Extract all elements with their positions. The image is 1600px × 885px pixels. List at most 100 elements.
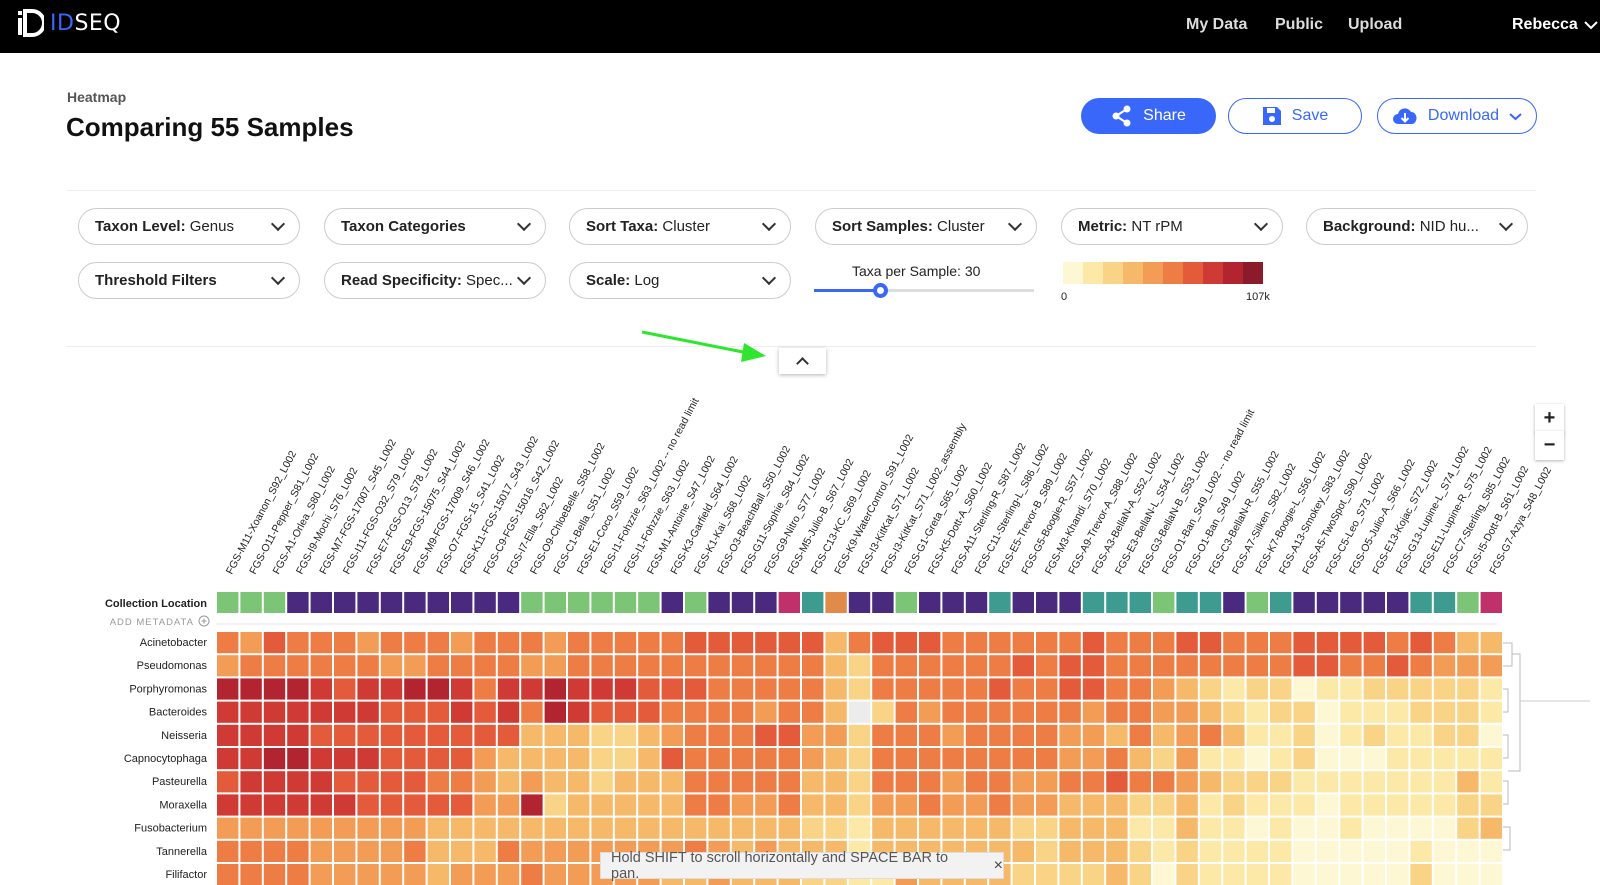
heatmap-cell[interactable]: [497, 864, 520, 885]
heatmap-cell[interactable]: [1012, 817, 1034, 839]
heatmap-cell[interactable]: [989, 678, 1011, 700]
heatmap-cell[interactable]: [614, 771, 637, 793]
heatmap-cell[interactable]: [872, 748, 894, 770]
heatmap-cell[interactable]: [1106, 724, 1128, 746]
download-button[interactable]: Download: [1377, 98, 1537, 134]
heatmap-cell[interactable]: [661, 701, 683, 723]
heatmap-cell[interactable]: [1433, 794, 1456, 816]
add-metadata-link[interactable]: ADD METADATA: [110, 617, 194, 628]
heatmap-cell[interactable]: [802, 724, 824, 746]
heatmap-cell[interactable]: [568, 724, 590, 746]
heatmap-cell[interactable]: [1270, 817, 1292, 839]
heatmap-cell[interactable]: [263, 655, 286, 677]
heatmap-cell[interactable]: [263, 817, 286, 839]
heatmap-cell[interactable]: [965, 724, 988, 746]
heatmap-cell[interactable]: [451, 817, 473, 839]
heatmap-cell[interactable]: [638, 655, 660, 677]
taxon-label[interactable]: Bacteroides: [149, 707, 208, 719]
heatmap-cell[interactable]: [1340, 864, 1362, 885]
heatmap-cell[interactable]: [942, 794, 964, 816]
heatmap-cell[interactable]: [287, 771, 309, 793]
heatmap-cell[interactable]: [568, 794, 590, 816]
heatmap-cell[interactable]: [1316, 748, 1339, 770]
heatmap-cell[interactable]: [1129, 701, 1151, 723]
save-button[interactable]: Save: [1228, 98, 1362, 134]
heatmap-cell[interactable]: [965, 678, 988, 700]
heatmap-cell[interactable]: [497, 794, 520, 816]
heatmap-cell[interactable]: [802, 701, 824, 723]
heatmap-cell[interactable]: [872, 771, 894, 793]
heatmap-cell[interactable]: [661, 748, 683, 770]
heatmap-cell[interactable]: [755, 632, 777, 654]
heatmap-cell[interactable]: [404, 701, 426, 723]
heatmap-cell[interactable]: [942, 701, 964, 723]
heatmap-cell[interactable]: [1387, 817, 1409, 839]
heatmap-cell[interactable]: [451, 794, 473, 816]
heatmap-cell[interactable]: [521, 655, 543, 677]
heatmap-cell[interactable]: [404, 678, 426, 700]
heatmap-cell[interactable]: [357, 794, 379, 816]
heatmap-cell[interactable]: [1176, 840, 1198, 862]
heatmap-cell[interactable]: [919, 724, 941, 746]
metadata-cell[interactable]: [1199, 592, 1222, 613]
heatmap-cell[interactable]: [1106, 817, 1128, 839]
heatmap-cell[interactable]: [240, 701, 262, 723]
sort-taxa-dropdown[interactable]: Sort Taxa: Cluster: [569, 208, 791, 245]
nav-public[interactable]: Public: [1275, 16, 1324, 33]
heatmap-cell[interactable]: [965, 632, 988, 654]
heatmap-cell[interactable]: [872, 701, 894, 723]
heatmap-cell[interactable]: [1480, 794, 1502, 816]
heatmap-cell[interactable]: [1293, 771, 1315, 793]
heatmap-cell[interactable]: [591, 632, 613, 654]
heatmap-cell[interactable]: [1340, 771, 1362, 793]
heatmap-cell[interactable]: [614, 794, 637, 816]
heatmap-cell[interactable]: [778, 748, 800, 770]
heatmap-cell[interactable]: [1480, 864, 1502, 885]
heatmap-cell[interactable]: [872, 655, 894, 677]
taxon-label[interactable]: Filifactor: [165, 869, 207, 881]
heatmap-cell[interactable]: [1199, 724, 1222, 746]
heatmap-cell[interactable]: [287, 655, 309, 677]
metadata-cell[interactable]: [263, 592, 286, 613]
heatmap-cell[interactable]: [1012, 864, 1034, 885]
heatmap-cell[interactable]: [989, 655, 1011, 677]
heatmap-cell[interactable]: [1106, 632, 1128, 654]
heatmap-cell[interactable]: [1223, 864, 1245, 885]
metadata-cell[interactable]: [755, 592, 777, 613]
heatmap-cell[interactable]: [1340, 794, 1362, 816]
heatmap-cell[interactable]: [310, 817, 332, 839]
heatmap-cell[interactable]: [427, 817, 449, 839]
heatmap-cell[interactable]: [1129, 794, 1151, 816]
heatmap-cell[interactable]: [1106, 864, 1128, 885]
heatmap-cell[interactable]: [497, 678, 520, 700]
heatmap-cell[interactable]: [404, 655, 426, 677]
heatmap-cell[interactable]: [1012, 701, 1034, 723]
heatmap-cell[interactable]: [895, 678, 917, 700]
metadata-cell[interactable]: [872, 592, 894, 613]
heatmap-cell[interactable]: [614, 678, 637, 700]
heatmap-cell[interactable]: [521, 748, 543, 770]
heatmap-cell[interactable]: [568, 748, 590, 770]
heatmap-cell[interactable]: [1153, 817, 1175, 839]
heatmap-cell[interactable]: [474, 794, 496, 816]
heatmap-cell[interactable]: [568, 701, 590, 723]
heatmap-cell[interactable]: [380, 678, 403, 700]
heatmap-cell[interactable]: [661, 724, 683, 746]
heatmap-cell[interactable]: [919, 678, 941, 700]
heatmap-cell[interactable]: [568, 817, 590, 839]
metadata-cell[interactable]: [240, 592, 262, 613]
heatmap-cell[interactable]: [1199, 817, 1222, 839]
heatmap-cell[interactable]: [240, 771, 262, 793]
heatmap-cell[interactable]: [263, 840, 286, 862]
heatmap-cell[interactable]: [1153, 840, 1175, 862]
heatmap-cell[interactable]: [895, 748, 917, 770]
heatmap-cell[interactable]: [1316, 794, 1339, 816]
heatmap-cell[interactable]: [1223, 817, 1245, 839]
heatmap-cell[interactable]: [1293, 632, 1315, 654]
heatmap-cell[interactable]: [685, 655, 707, 677]
taxon-label[interactable]: Moraxella: [159, 799, 208, 811]
heatmap-cell[interactable]: [1059, 840, 1081, 862]
heatmap-cell[interactable]: [1176, 632, 1198, 654]
heatmap-cell[interactable]: [310, 748, 332, 770]
heatmap-cell[interactable]: [1270, 748, 1292, 770]
